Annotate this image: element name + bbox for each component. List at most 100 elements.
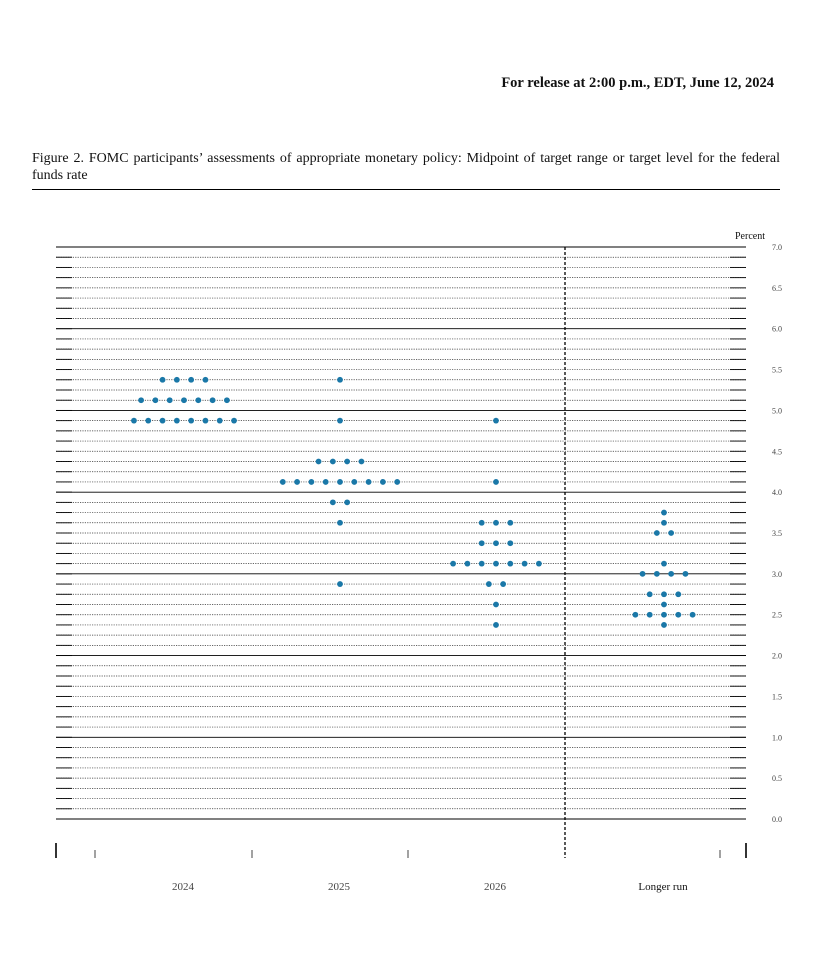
participant-dot — [322, 479, 329, 485]
y-tick-label: 5.5 — [772, 366, 782, 375]
participant-dot — [661, 611, 667, 618]
participant-dot — [661, 601, 667, 608]
participant-dot — [365, 479, 372, 485]
participant-dot — [661, 509, 667, 516]
y-tick-label: 4.5 — [772, 447, 782, 456]
participant-dot — [464, 560, 471, 567]
participant-dot — [279, 479, 286, 485]
participant-dot — [358, 458, 365, 465]
dots — [131, 376, 696, 628]
participant-dot — [485, 581, 492, 587]
release-notice: For release at 2:00 p.m., EDT, June 12, … — [501, 75, 774, 91]
participant-dot — [394, 479, 401, 485]
participant-dot — [661, 622, 667, 628]
participant-dot — [668, 570, 675, 577]
participant-dot — [159, 376, 166, 383]
participant-dot — [493, 417, 499, 424]
y-tick-label: 0.5 — [772, 774, 782, 783]
participant-dot — [131, 417, 137, 424]
participant-dot — [536, 560, 542, 567]
participant-dot — [478, 560, 485, 567]
participant-dot — [337, 376, 343, 383]
participant-dot — [661, 560, 667, 567]
x-category-label: 2026 — [484, 881, 507, 893]
participant-dot — [344, 499, 351, 506]
participant-dot — [507, 540, 514, 547]
participant-dot — [202, 417, 209, 424]
participant-dot — [380, 479, 386, 485]
x-category-label: 2025 — [328, 881, 351, 893]
participant-dot — [493, 601, 499, 608]
participant-dot — [646, 591, 653, 598]
participant-dot — [661, 591, 667, 598]
participant-dot — [507, 519, 514, 526]
participant-dot — [478, 519, 485, 526]
participant-dot — [231, 417, 237, 424]
y-tick-label: 7.0 — [772, 243, 782, 252]
participant-dot — [682, 570, 689, 577]
participant-dot — [493, 519, 499, 526]
participant-dot — [152, 397, 159, 404]
participant-dot — [493, 560, 499, 567]
participant-dot — [661, 519, 667, 526]
participant-dot — [646, 611, 653, 618]
participant-dot — [668, 530, 675, 536]
participant-dot — [181, 397, 187, 404]
axes: 0.0 0.5 1.0 1.5 2.0 2.5 3.0 3.5 4.0 4.5 5.0 5.5 6.0 6… — [55, 243, 782, 893]
participant-dot — [308, 479, 315, 485]
participant-dot — [337, 417, 343, 424]
participant-dot — [224, 397, 230, 404]
participant-dot — [689, 611, 696, 618]
y-tick-label: 3.5 — [772, 529, 782, 538]
x-category-label: Longer run — [638, 881, 688, 893]
participant-dot — [294, 479, 300, 485]
x-category-label: 2024 — [172, 881, 195, 893]
participant-dot — [315, 458, 322, 465]
participant-dot — [493, 622, 499, 628]
participant-dot — [521, 560, 528, 567]
y-tick-label: 3.0 — [772, 570, 782, 579]
participant-dot — [351, 479, 358, 485]
y-tick-label: 0.0 — [772, 815, 782, 824]
caption-divider — [32, 189, 780, 190]
participant-dot — [450, 560, 456, 567]
participant-dot — [507, 560, 514, 567]
participant-dot — [209, 397, 216, 404]
y-axis-unit-label: Percent — [735, 231, 765, 242]
participant-dot — [188, 417, 195, 424]
participant-dot — [195, 397, 202, 404]
participant-dot — [653, 570, 660, 577]
y-tick-label: 1.0 — [772, 733, 782, 742]
participant-dot — [138, 397, 145, 404]
y-tick-label: 4.0 — [772, 488, 782, 497]
participant-dot — [337, 479, 343, 485]
participant-dot — [202, 376, 209, 383]
participant-dot — [145, 417, 152, 424]
participant-dot — [500, 581, 507, 587]
y-tick-label: 6.5 — [772, 284, 782, 293]
participant-dot — [337, 519, 343, 526]
participant-dot — [159, 417, 166, 424]
participant-dot — [639, 570, 646, 577]
participant-dot — [478, 540, 485, 547]
figure-caption: Figure 2. FOMC participants’ assessments… — [32, 151, 780, 183]
participant-dot — [329, 458, 336, 465]
participant-dot — [653, 530, 660, 536]
y-tick-label: 5.0 — [772, 406, 782, 415]
participant-dot — [188, 376, 195, 383]
participant-dot — [632, 611, 639, 618]
participant-dot — [675, 591, 682, 598]
y-tick-label: 2.0 — [772, 652, 782, 661]
y-tick-label: 2.5 — [772, 611, 782, 620]
participant-dot — [329, 499, 336, 506]
participant-dot — [344, 458, 351, 465]
participant-dot — [337, 581, 343, 587]
gridlines — [56, 246, 746, 820]
participant-dot — [166, 397, 173, 404]
participant-dot — [173, 376, 180, 383]
participant-dot — [493, 540, 499, 547]
participant-dot — [493, 479, 499, 485]
participant-dot — [675, 611, 682, 618]
participant-dot — [216, 417, 223, 424]
